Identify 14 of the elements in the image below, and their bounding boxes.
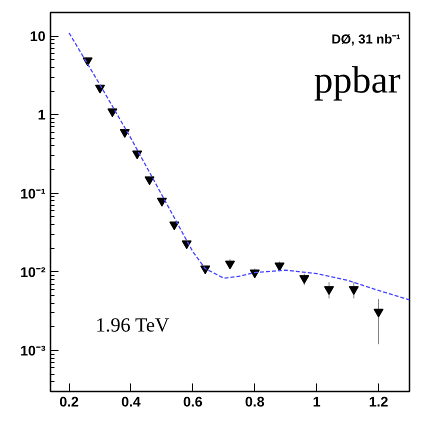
- y-tick-label: 1: [38, 106, 46, 123]
- x-tick-label: 0.8: [245, 394, 265, 410]
- y-tick-label: 10⁻¹: [20, 185, 46, 202]
- x-tick-label: 1.2: [368, 394, 388, 410]
- annotation: 1.96 TeV: [96, 314, 170, 336]
- y-tick-label: 10: [30, 28, 46, 44]
- x-tick-label: 0.2: [59, 394, 80, 410]
- x-tick-label: 0.4: [121, 394, 141, 410]
- y-tick-label: 10⁻²: [20, 264, 46, 280]
- annotation: DØ, 31 nb⁻¹: [331, 32, 401, 46]
- x-tick-label: 0.6: [183, 394, 203, 410]
- y-tick-label: 10⁻³: [20, 342, 46, 358]
- annotation: ppbar: [314, 60, 401, 102]
- x-tick-label: 1: [312, 394, 321, 410]
